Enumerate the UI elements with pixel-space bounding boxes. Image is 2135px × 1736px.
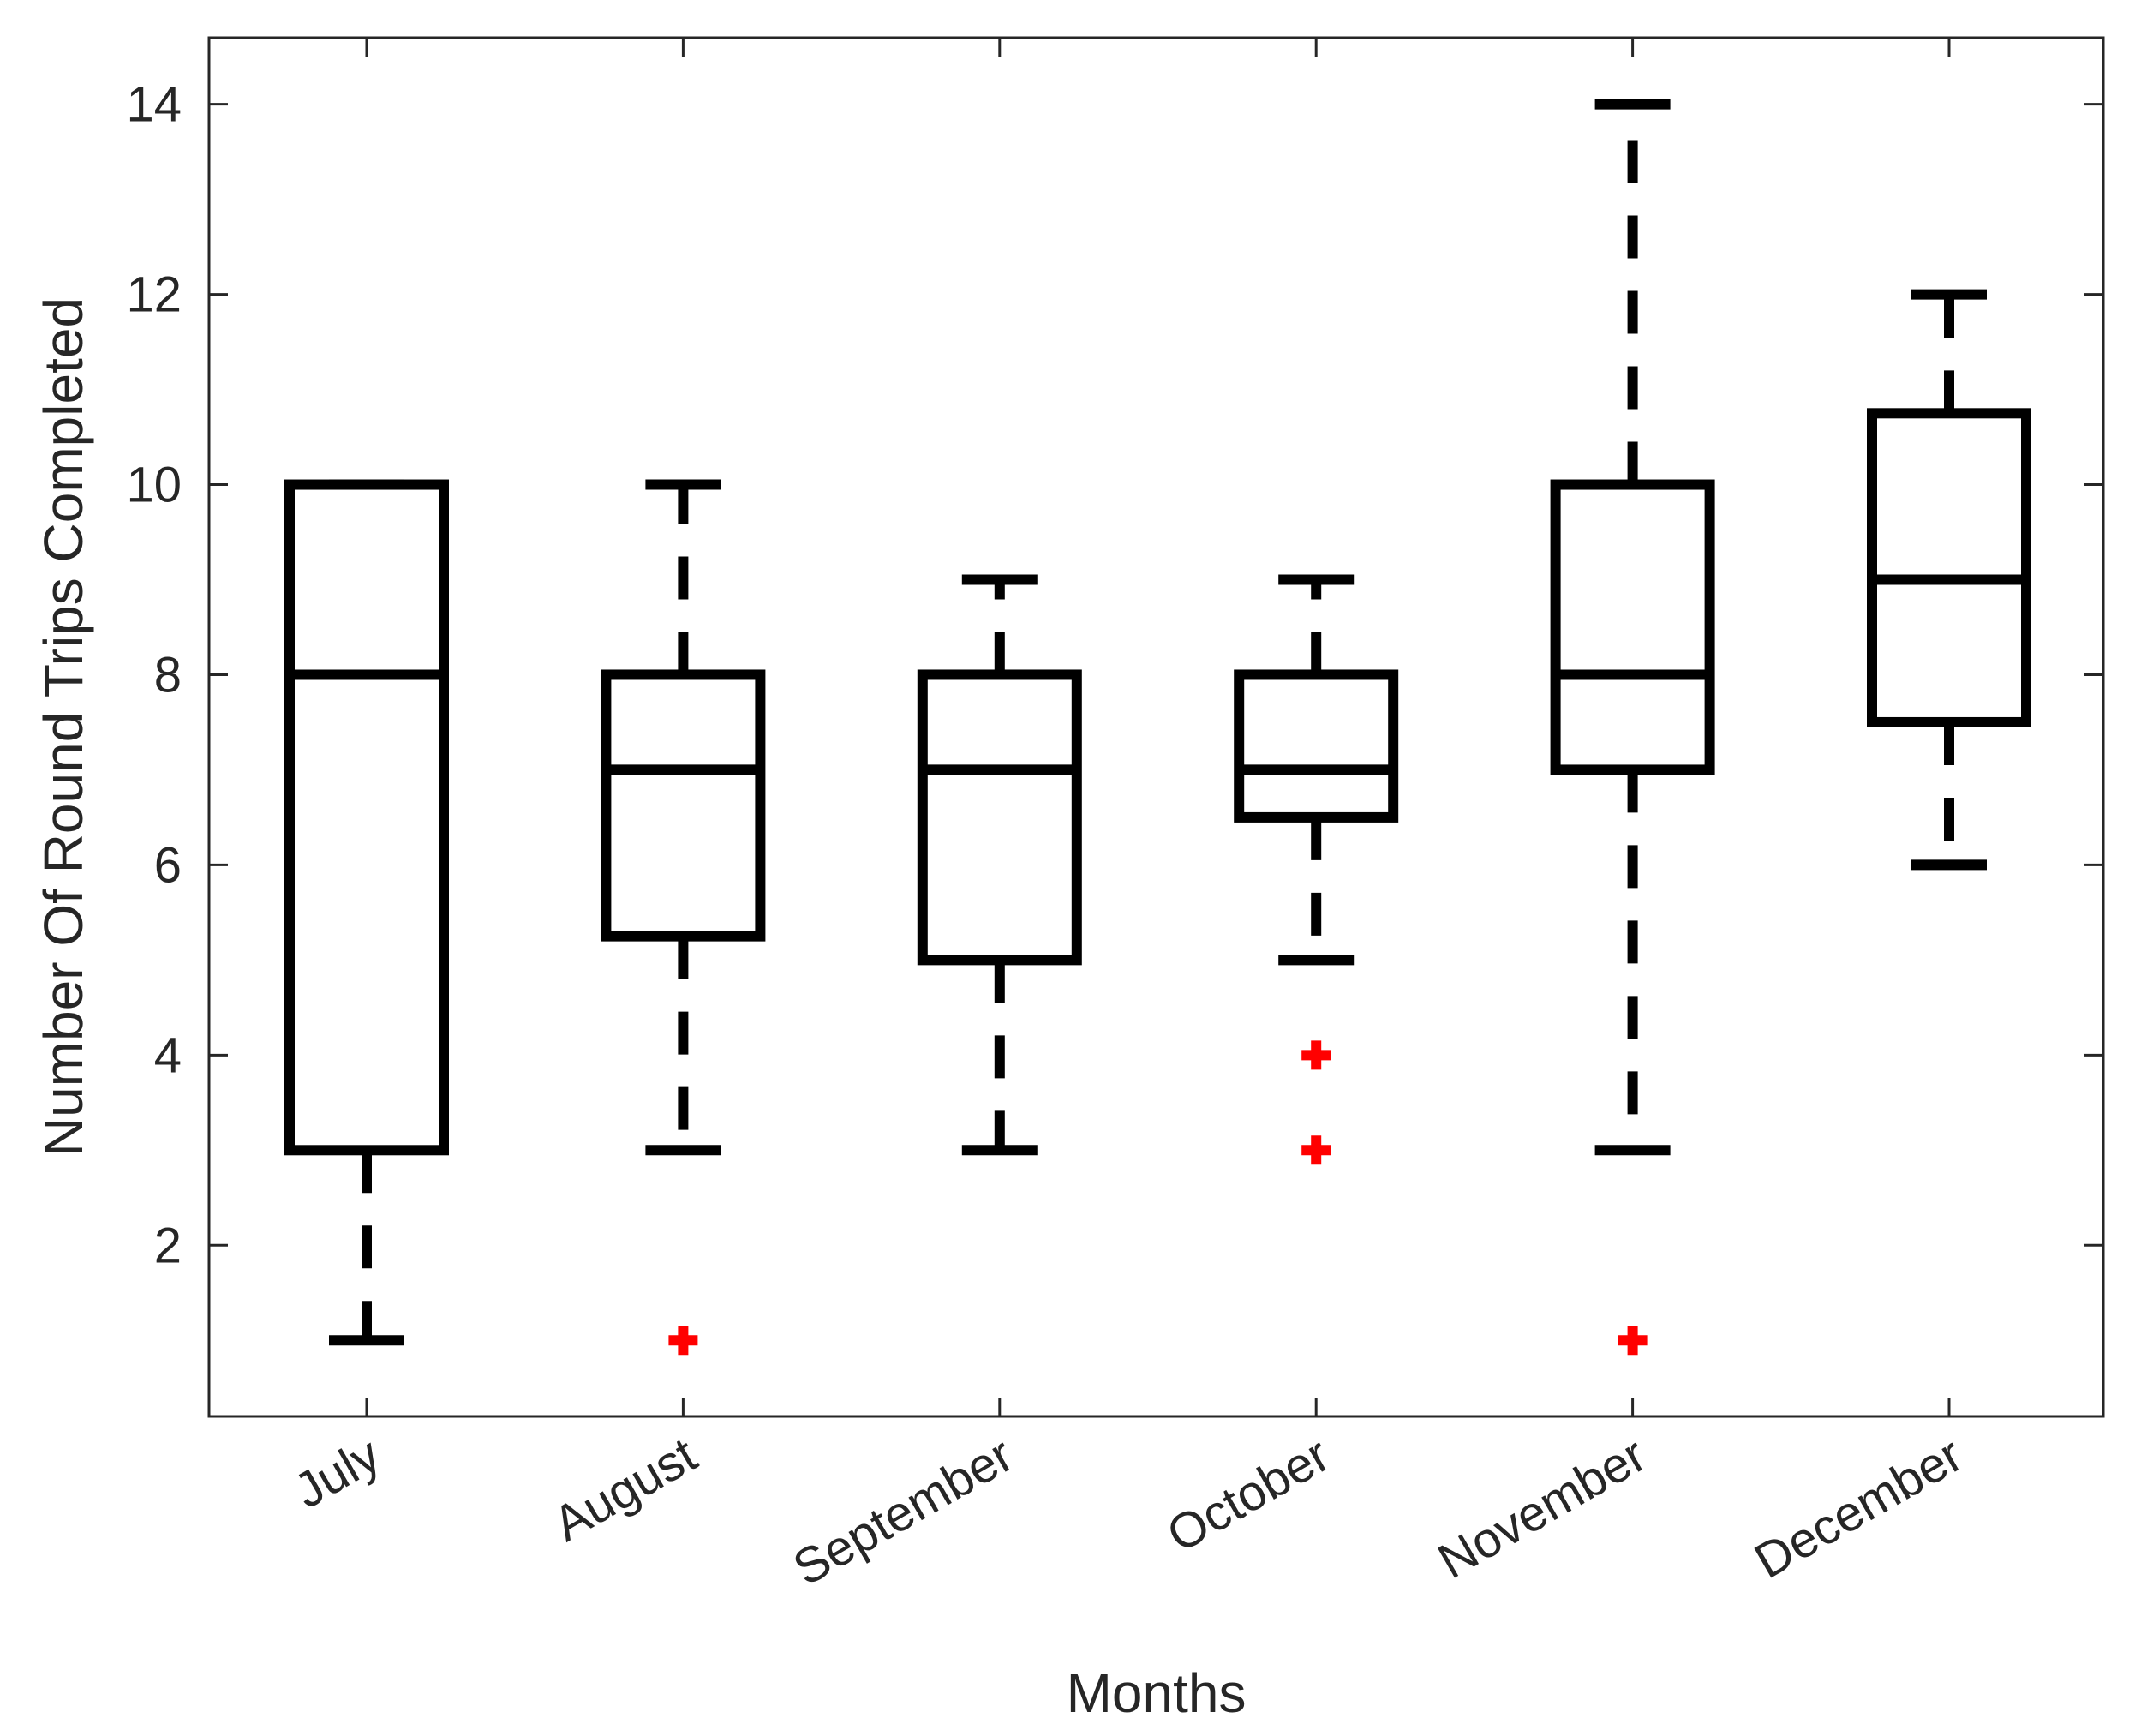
outlier-marker: [668, 1326, 698, 1356]
y-axis-title: Number Of Round Trips Completed: [33, 297, 94, 1157]
iqr-box: [284, 479, 449, 1156]
outlier-marker: [1301, 1135, 1331, 1165]
outlier-marker: [1618, 1326, 1648, 1356]
y-tick-label: 4: [154, 1027, 182, 1083]
box-group-august: [601, 479, 766, 1356]
box-group-september: [917, 574, 1082, 1156]
box-group-october: [1234, 574, 1399, 1165]
iqr-box: [1867, 408, 2031, 727]
box-group-july: [284, 479, 449, 1346]
box-group-november: [1550, 99, 1715, 1356]
outlier-marker: [1301, 1040, 1331, 1070]
y-tick-label: 12: [126, 267, 182, 323]
box-group-december: [1867, 289, 2031, 871]
axis-frame: [207, 36, 2105, 1418]
boxes-layer: [284, 99, 2031, 1356]
iqr-box: [601, 669, 766, 942]
y-tick-label: 2: [154, 1218, 182, 1273]
y-tick-label: 14: [126, 77, 182, 133]
x-axis-title: Months: [1067, 1662, 1247, 1724]
y-tick-label: 6: [154, 837, 182, 893]
iqr-box: [1550, 479, 1715, 775]
iqr-box: [1234, 669, 1399, 823]
iqr-box: [917, 669, 1082, 966]
y-tick-label: 10: [126, 458, 182, 513]
y-tick-label: 8: [154, 647, 182, 703]
